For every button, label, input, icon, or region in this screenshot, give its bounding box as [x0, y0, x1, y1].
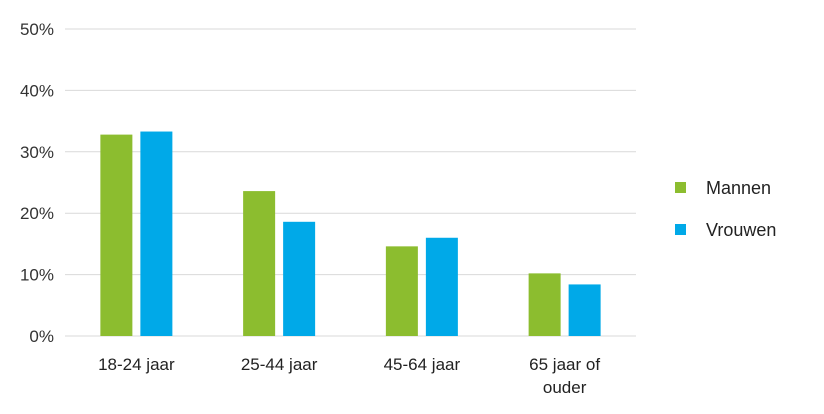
- legend-label-mannen: Mannen: [706, 178, 771, 198]
- bar-mannen: [243, 191, 276, 336]
- y-tick-label: 10%: [20, 266, 54, 285]
- x-tick-label: 65 jaar of: [529, 355, 600, 374]
- legend-label-vrouwen: Vrouwen: [706, 220, 776, 240]
- y-tick-label: 0%: [29, 327, 54, 346]
- bar-mannen: [385, 246, 418, 336]
- y-tick-label: 20%: [20, 204, 54, 223]
- x-tick-label: 18-24 jaar: [98, 355, 175, 374]
- x-axis: 18-24 jaar 25-44 jaar 45-64 jaar 65 jaar of…: [98, 355, 600, 397]
- legend-swatch-mannen: [675, 182, 686, 193]
- bar-mannen: [100, 134, 133, 336]
- x-tick-label: 25-44 jaar: [241, 355, 318, 374]
- bar-vrouwen: [283, 221, 316, 336]
- x-tick-label: ouder: [543, 378, 587, 397]
- y-axis: 0% 10% 20% 30% 40% 50%: [20, 20, 54, 346]
- bars: [100, 131, 601, 336]
- y-tick-label: 50%: [20, 20, 54, 39]
- y-tick-label: 40%: [20, 81, 54, 100]
- bar-vrouwen: [140, 131, 173, 336]
- y-tick-label: 30%: [20, 143, 54, 162]
- bar-vrouwen: [568, 284, 601, 336]
- legend-swatch-vrouwen: [675, 224, 686, 235]
- x-tick-label: 45-64 jaar: [384, 355, 461, 374]
- legend: Mannen Vrouwen: [675, 178, 776, 240]
- bar-vrouwen: [425, 237, 458, 336]
- bar-mannen: [528, 273, 561, 336]
